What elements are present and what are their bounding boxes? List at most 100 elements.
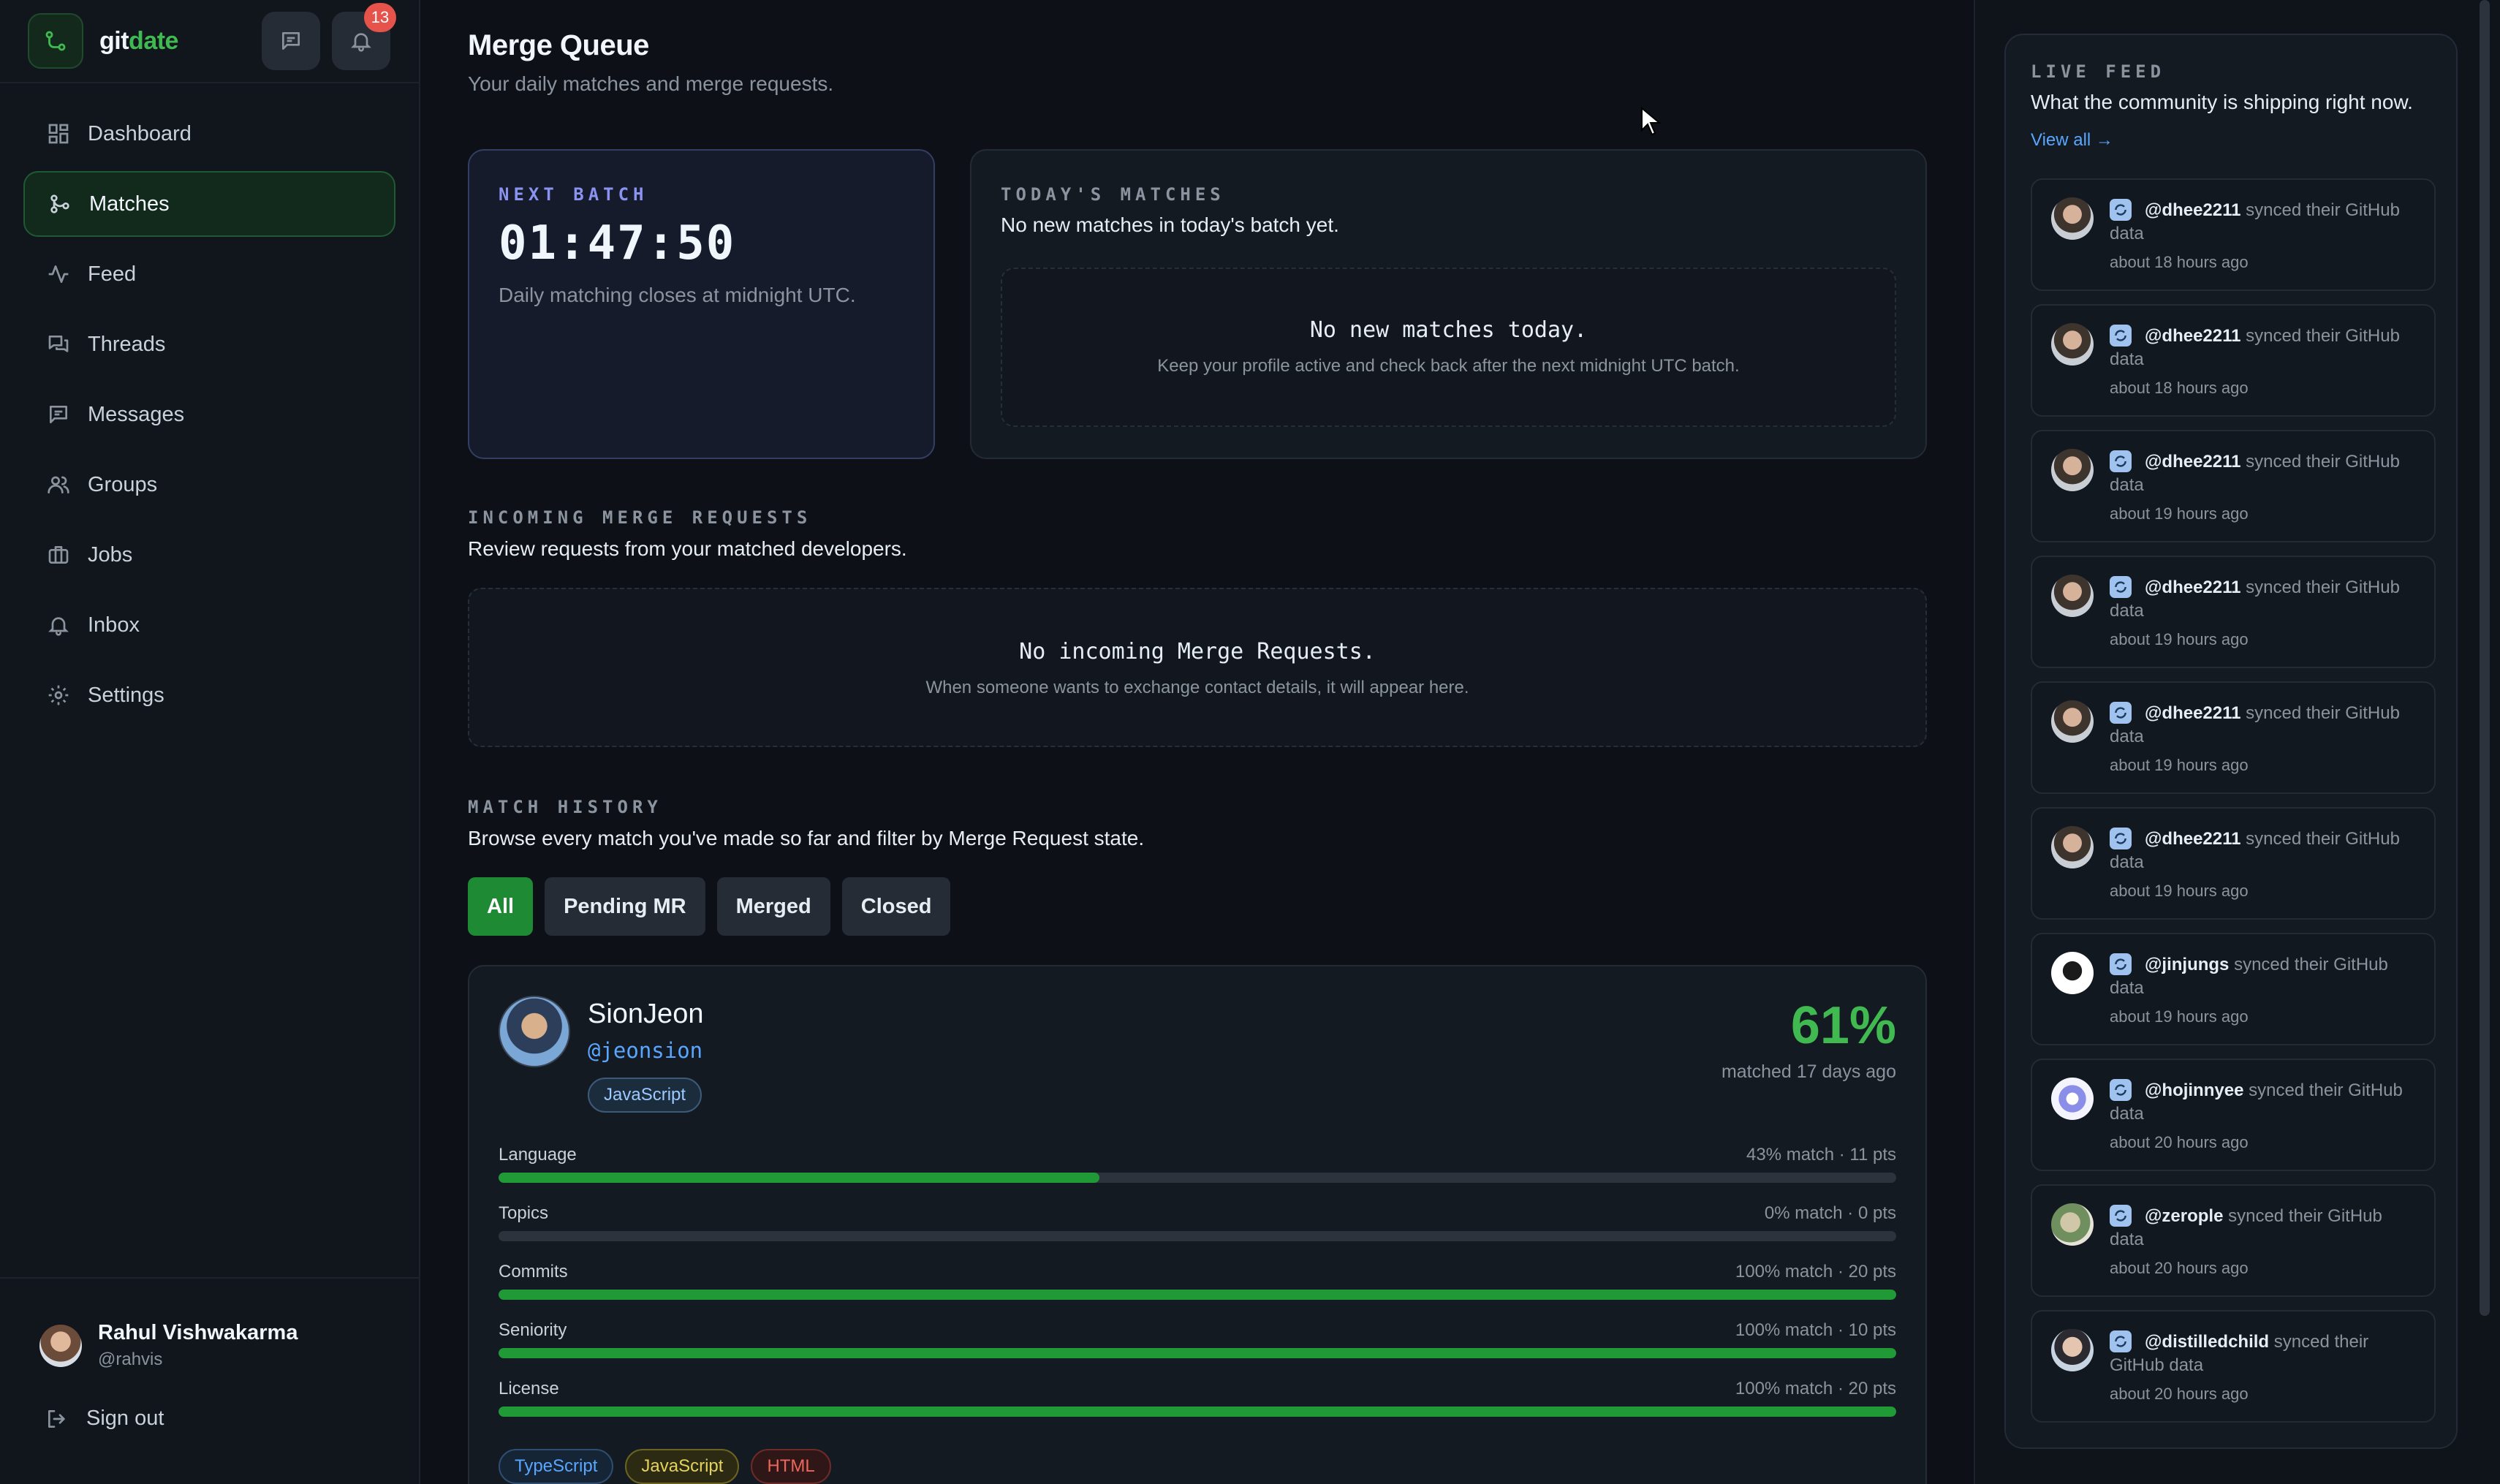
sidebar-item-label: Jobs bbox=[88, 542, 133, 567]
metric-topics: Topics 0% match · 0 pts bbox=[499, 1203, 1896, 1241]
filter-pending-mr[interactable]: Pending MR bbox=[545, 877, 705, 936]
dashboard-icon bbox=[48, 124, 69, 144]
sign-out-button[interactable]: Sign out bbox=[0, 1370, 419, 1431]
feed-item-action: synced their GitHub data bbox=[2110, 829, 2400, 872]
feed-item[interactable]: @dhee2211 synced their GitHub data about… bbox=[2031, 807, 2436, 920]
sidebar-item-label: Inbox bbox=[88, 613, 140, 637]
todays-matches-subtitle: No new matches in today's batch yet. bbox=[1001, 213, 1339, 236]
avatar bbox=[2051, 1329, 2094, 1371]
page-subtitle: Your daily matches and merge requests. bbox=[468, 72, 834, 95]
feed-item-text: @dhee2211 synced their GitHub data bbox=[2110, 702, 2417, 749]
match-handle[interactable]: @jeonsion bbox=[588, 1038, 703, 1063]
feed-item-user[interactable]: @zerople bbox=[2145, 1206, 2224, 1226]
feed-item-text: @jinjungs synced their GitHub data bbox=[2110, 953, 2417, 1000]
user-handle: @rahvis bbox=[98, 1349, 163, 1369]
sidebar-item-label: Threads bbox=[88, 332, 166, 356]
threads-icon bbox=[48, 336, 69, 352]
sidebar-item-label: Messages bbox=[88, 402, 185, 426]
briefcase-icon bbox=[48, 546, 69, 564]
feed-item-text: @hojinnyee synced their GitHub data bbox=[2110, 1079, 2417, 1126]
sidebar-item-label: Groups bbox=[88, 472, 158, 496]
filter-closed[interactable]: Closed bbox=[841, 877, 951, 936]
todays-matches-card: TODAY'S MATCHES No new matches in today'… bbox=[970, 149, 1927, 459]
metric-label: Language bbox=[499, 1145, 577, 1165]
sidebar-item-threads[interactable]: Threads bbox=[23, 311, 395, 377]
feed-item[interactable]: @dhee2211 synced their GitHub data about… bbox=[2031, 430, 2436, 542]
live-feed-rail: LIVE FEED What the community is shipping… bbox=[1974, 0, 2500, 1484]
feed-item[interactable]: @dhee2211 synced their GitHub data about… bbox=[2031, 178, 2436, 291]
feed-scrollbar[interactable] bbox=[2480, 0, 2490, 1316]
feed-item[interactable]: @dhee2211 synced their GitHub data about… bbox=[2031, 304, 2436, 417]
sidebar-item-label: Matches bbox=[89, 192, 170, 216]
feed-item[interactable]: @distilledchild synced their GitHub data… bbox=[2031, 1310, 2436, 1423]
avatar bbox=[2051, 323, 2094, 366]
users-icon bbox=[48, 476, 69, 493]
metric-label: Seniority bbox=[499, 1320, 567, 1340]
feed-item[interactable]: @zerople synced their GitHub data about … bbox=[2031, 1184, 2436, 1297]
metric-track bbox=[499, 1348, 1896, 1358]
feed-item-user[interactable]: @dhee2211 bbox=[2145, 578, 2241, 597]
sync-icon bbox=[2110, 702, 2132, 724]
feed-item-user[interactable]: @jinjungs bbox=[2145, 955, 2230, 974]
filter-all[interactable]: All bbox=[468, 877, 534, 936]
feed-item[interactable]: @dhee2211 synced their GitHub data about… bbox=[2031, 681, 2436, 794]
feed-item-user[interactable]: @dhee2211 bbox=[2145, 703, 2241, 723]
incoming-eyebrow: INCOMING MERGE REQUESTS bbox=[468, 507, 812, 528]
chat-button[interactable] bbox=[262, 12, 320, 70]
sidebar-item-feed[interactable]: Feed bbox=[23, 241, 395, 307]
view-all-link[interactable]: View all → bbox=[2031, 130, 2113, 150]
sidebar-item-settings[interactable]: Settings bbox=[23, 662, 395, 728]
match-name: SionJeon bbox=[588, 999, 704, 1029]
sidebar-item-messages[interactable]: Messages bbox=[23, 382, 395, 447]
avatar bbox=[2051, 1203, 2094, 1246]
notifications-button[interactable]: 13 bbox=[332, 3, 396, 70]
avatar bbox=[2051, 826, 2094, 868]
empty-state-title: No incoming Merge Requests. bbox=[1019, 639, 1376, 665]
feed-item-user[interactable]: @dhee2211 bbox=[2145, 452, 2241, 472]
sidebar-item-inbox[interactable]: Inbox bbox=[23, 592, 395, 658]
chat-icon bbox=[282, 32, 300, 50]
match-card[interactable]: SionJeon @jeonsion JavaScript 61% matche… bbox=[468, 965, 1927, 1484]
match-tags: TypeScript JavaScript HTML bbox=[499, 1449, 831, 1484]
feed-item-user[interactable]: @hojinnyee bbox=[2145, 1080, 2244, 1100]
user-profile[interactable]: Rahul Vishwakarma @rahvis bbox=[0, 1279, 419, 1370]
feed-item-user[interactable]: @dhee2211 bbox=[2145, 829, 2241, 849]
main-content: Merge Queue Your daily matches and merge… bbox=[468, 0, 1927, 1484]
filter-merged[interactable]: Merged bbox=[716, 877, 830, 936]
feed-item-action: synced their GitHub data bbox=[2110, 955, 2388, 998]
notification-badge: 13 bbox=[364, 3, 396, 32]
history-filters: All Pending MR Merged Closed bbox=[468, 877, 951, 936]
metric-fill bbox=[499, 1290, 1896, 1300]
feed-item-text: @dhee2211 synced their GitHub data bbox=[2110, 576, 2417, 623]
metric-detail: 100% match · 20 pts bbox=[1735, 1379, 1896, 1398]
metric-license: License 100% match · 20 pts bbox=[499, 1379, 1896, 1417]
feed-item[interactable]: @hojinnyee synced their GitHub data abou… bbox=[2031, 1059, 2436, 1171]
feed-item-user[interactable]: @dhee2211 bbox=[2145, 200, 2241, 220]
avatar bbox=[2051, 449, 2094, 491]
mouse-cursor-icon bbox=[1641, 107, 1661, 136]
sidebar-footer: Rahul Vishwakarma @rahvis Sign out bbox=[0, 1277, 419, 1484]
metric-fill bbox=[499, 1173, 1100, 1183]
tag-html: HTML bbox=[751, 1449, 831, 1484]
sidebar-item-label: Dashboard bbox=[88, 121, 192, 145]
feed-item[interactable]: @dhee2211 synced their GitHub data about… bbox=[2031, 556, 2436, 668]
sync-icon bbox=[2110, 1330, 2132, 1352]
feed-item-text: @zerople synced their GitHub data bbox=[2110, 1205, 2417, 1252]
metric-commits: Commits 100% match · 20 pts bbox=[499, 1262, 1896, 1300]
feed-item-user[interactable]: @dhee2211 bbox=[2145, 326, 2241, 346]
sync-icon bbox=[2110, 450, 2132, 472]
sidebar-item-label: Settings bbox=[88, 683, 164, 707]
sidebar-item-dashboard[interactable]: Dashboard bbox=[23, 101, 395, 167]
feed-item-time: about 19 hours ago bbox=[2110, 756, 2249, 774]
sidebar-item-groups[interactable]: Groups bbox=[23, 452, 395, 518]
sidebar-item-matches[interactable]: Matches bbox=[23, 171, 395, 237]
sidebar-item-label: Feed bbox=[88, 262, 137, 286]
logo-icon[interactable] bbox=[28, 13, 83, 69]
feed-item-action: synced their GitHub data bbox=[2110, 1332, 2369, 1375]
feed-item-user[interactable]: @distilledchild bbox=[2145, 1332, 2270, 1352]
sidebar-item-jobs[interactable]: Jobs bbox=[23, 522, 395, 588]
bell-icon bbox=[48, 617, 69, 636]
match-time: matched 17 days ago bbox=[1721, 1061, 1896, 1082]
feed-item[interactable]: @jinjungs synced their GitHub data about… bbox=[2031, 933, 2436, 1045]
next-batch-eyebrow: NEXT BATCH bbox=[499, 184, 648, 205]
